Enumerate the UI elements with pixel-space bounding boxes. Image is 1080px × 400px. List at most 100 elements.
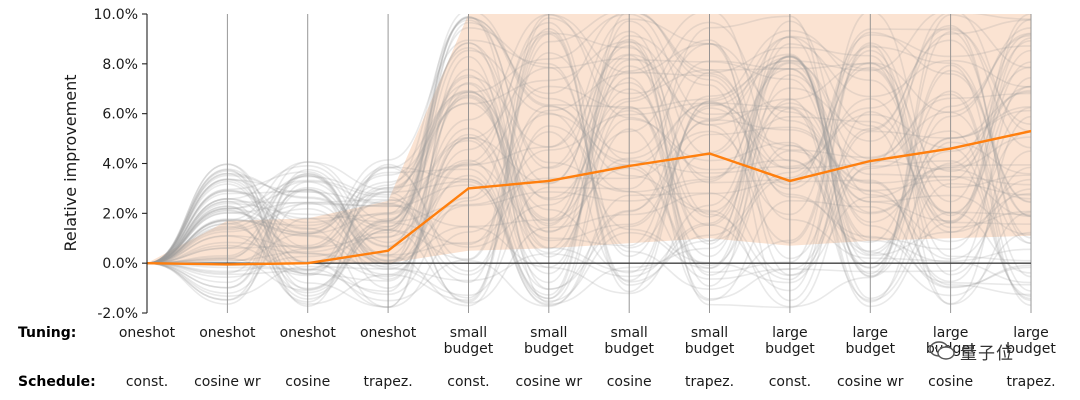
background-line — [147, 179, 1031, 304]
background-line — [147, 32, 1031, 268]
background-line — [147, 95, 1031, 264]
background-line — [147, 59, 1031, 284]
tuning-label: budget — [524, 341, 574, 357]
background-line — [147, 102, 1031, 290]
background-line — [147, 14, 1031, 296]
series-line — [147, 129, 1031, 266]
background-line — [147, 55, 1031, 295]
schedule-label: cosine wr — [516, 374, 583, 390]
background-line — [147, 31, 1031, 275]
background-line — [147, 65, 1031, 275]
schedule-label: trapez. — [364, 374, 413, 390]
series-layer — [147, 129, 1031, 266]
background-line — [147, 19, 1031, 264]
y-tick-label: 6.0% — [102, 107, 138, 123]
schedule-label: const. — [769, 374, 811, 390]
background-line — [147, 14, 1031, 281]
background-line — [147, 35, 1031, 302]
schedule-label: cosine — [928, 374, 973, 390]
background-line — [147, 15, 1031, 300]
background-line — [147, 42, 1031, 287]
schedule-label: const. — [447, 374, 489, 390]
background-line — [147, 27, 1031, 297]
watermark-text: 量子位 — [960, 343, 1014, 364]
background-line — [147, 40, 1031, 309]
background-lines — [147, 14, 1031, 309]
y-axis-label: Relative improvement — [61, 75, 80, 252]
background-line — [147, 24, 1031, 289]
schedule-label: cosine wr — [194, 374, 261, 390]
background-line — [147, 27, 1031, 284]
background-line — [147, 17, 1031, 292]
tuning-label: large — [853, 325, 888, 341]
background-line — [147, 35, 1031, 272]
background-line — [147, 49, 1031, 305]
schedule-label: cosine — [607, 374, 652, 390]
background-line — [147, 18, 1031, 308]
series-point — [226, 263, 229, 266]
background-line — [147, 56, 1031, 282]
background-line — [147, 14, 1031, 269]
watermark: 量子位 — [928, 336, 1078, 366]
background-line — [147, 20, 1031, 300]
tuning-label: large — [772, 325, 807, 341]
background-line — [147, 27, 1031, 264]
y-tick-label: 0.0% — [102, 256, 138, 272]
tuning-label: small — [611, 325, 648, 341]
schedule-label: cosine wr — [837, 374, 904, 390]
background-line — [147, 55, 1031, 309]
schedule-label: trapez. — [685, 374, 734, 390]
tuning-label: budget — [685, 341, 735, 357]
background-line — [147, 21, 1031, 305]
tuning-label: budget — [604, 341, 654, 357]
series-point — [467, 187, 470, 190]
tuning-label: oneshot — [280, 325, 337, 341]
y-tick-label: -2.0% — [97, 306, 138, 322]
background-line — [147, 37, 1031, 289]
background-line — [147, 46, 1031, 281]
background-line — [147, 54, 1031, 293]
tuning-label: small — [530, 325, 567, 341]
background-line — [147, 76, 1031, 307]
series-point — [708, 152, 711, 155]
background-line — [147, 14, 1031, 301]
background-line — [147, 62, 1031, 305]
y-tick-label: 2.0% — [102, 206, 138, 222]
confidence-band — [147, 14, 1031, 264]
background-line — [147, 36, 1031, 297]
tuning-label: large — [1013, 325, 1048, 341]
series-point — [306, 261, 309, 265]
tuning-label: oneshot — [360, 325, 417, 341]
series-point — [788, 179, 792, 183]
tuning-row-label: Tuning: — [18, 325, 76, 341]
background-line — [147, 55, 1031, 291]
background-line — [147, 33, 1031, 306]
background-line — [147, 136, 1031, 308]
y-tick-label: 4.0% — [102, 157, 138, 173]
background-line — [147, 29, 1031, 279]
series-point — [547, 179, 551, 183]
background-line — [147, 14, 1031, 303]
background-line — [147, 14, 1031, 264]
background-line — [147, 107, 1031, 308]
y-axis: -2.0% 0.0% 2.0% 4.0% 6.0% 8.0% 10.0% — [94, 7, 148, 322]
wechat-icon — [929, 341, 955, 360]
series-point — [869, 159, 872, 163]
y-tick-label: 10.0% — [94, 7, 138, 23]
background-line — [147, 14, 1031, 308]
series-point — [627, 164, 631, 168]
tuning-label: oneshot — [199, 325, 256, 341]
band-area — [147, 14, 1031, 264]
tuning-label: budget — [444, 341, 494, 357]
schedule-label: const. — [126, 374, 168, 390]
tuning-label: oneshot — [119, 325, 176, 341]
background-line — [147, 39, 1031, 302]
tuning-label: large — [933, 325, 968, 341]
background-line — [147, 27, 1031, 293]
tuning-label: small — [691, 325, 728, 341]
background-line — [147, 59, 1031, 306]
background-line — [147, 18, 1031, 286]
background-line — [147, 47, 1031, 267]
tuning-label: budget — [765, 341, 815, 357]
